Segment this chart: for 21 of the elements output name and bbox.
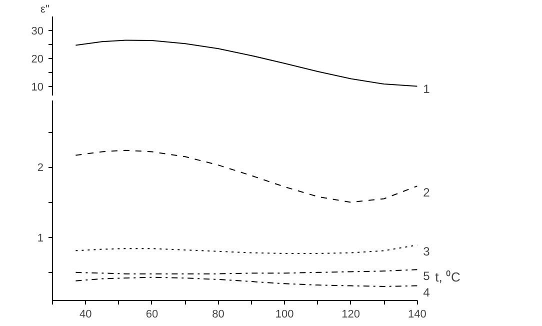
y-axis-title: ε'' bbox=[40, 4, 50, 16]
x-tick-label: 80 bbox=[212, 308, 224, 320]
y-tick-label: 10 bbox=[31, 81, 44, 94]
series-label: 2 bbox=[423, 186, 430, 200]
x-tick-label: 100 bbox=[275, 308, 294, 320]
y-tick-label: 20 bbox=[31, 53, 44, 66]
x-tick-label: 120 bbox=[342, 308, 360, 320]
x-tick-label: 60 bbox=[146, 308, 158, 320]
y-tick-label: 2 bbox=[37, 162, 44, 174]
series-label: 5 bbox=[423, 269, 430, 284]
line-series bbox=[75, 150, 418, 203]
y-tick-label: 30 bbox=[31, 25, 44, 38]
x-tick-label: 40 bbox=[80, 308, 92, 320]
line-series bbox=[75, 276, 418, 287]
series-label: 4 bbox=[423, 285, 430, 300]
y-tick-label: 1 bbox=[37, 232, 44, 244]
series-label: 3 bbox=[423, 244, 430, 259]
x-axis-title: t, ⁰C bbox=[435, 270, 460, 284]
x-tick-label: 140 bbox=[408, 308, 426, 320]
series-label: 1 bbox=[423, 82, 430, 96]
line-series bbox=[75, 40, 418, 87]
